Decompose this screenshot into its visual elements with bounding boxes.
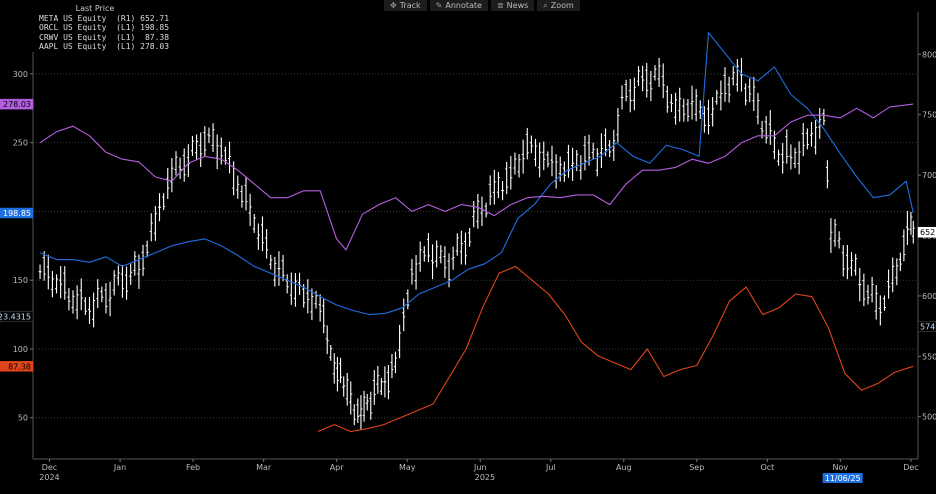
left-tick-label: 150	[13, 276, 28, 285]
price-tag-text: 278.03	[3, 100, 31, 109]
x-tick-label: Mar	[256, 463, 272, 472]
price-tags: 278.03 198.85 123.4315 87.38 652.71 574.6	[0, 98, 936, 372]
price-tag-text: 87.38	[8, 362, 31, 371]
x-tick-label: Jun	[473, 463, 487, 472]
cursor-date-box	[822, 473, 863, 483]
left-tick-label: 50	[18, 414, 28, 423]
left-tick-label: 300	[13, 70, 28, 79]
x-tick-label: Oct	[760, 463, 774, 472]
x-tick-label: Feb	[186, 463, 200, 472]
magnifier-icon: ⌕	[543, 1, 548, 10]
x-tick-label: Dec	[42, 463, 57, 472]
price-tag-box	[0, 207, 34, 219]
legend: Last Price META US Equity (R1) 652.71 OR…	[30, 4, 170, 52]
series-meta	[38, 57, 915, 430]
legend-item-meta[interactable]: META US Equity (R1) 652.71	[39, 13, 170, 23]
price-tag-box	[917, 226, 936, 238]
annotate-button[interactable]: ✎ Annotate	[429, 0, 488, 11]
cursor-date-tag: 11/06/25	[822, 473, 863, 483]
price-tag: 87.38	[0, 361, 34, 372]
x-tick-label: Aug	[616, 463, 632, 472]
price-tag-box	[0, 98, 34, 110]
price-tag-text: 198.85	[3, 209, 31, 218]
series-line	[317, 265, 914, 433]
right-tick-label: 750	[922, 111, 936, 120]
legend-item-orcl[interactable]: ORCL US Equity (L1) 198.85	[39, 23, 170, 32]
price-tag: 574.6	[917, 321, 936, 332]
price-tag: 198.85	[0, 207, 34, 219]
chart-toolbar: ✥ Track ✎ Annotate ≣ News ⌕ Zoom	[384, 0, 580, 11]
price-tag: 278.03	[0, 98, 34, 110]
price-tag-text: 652.71	[920, 228, 936, 237]
series-crwv	[317, 265, 914, 433]
x-year-label: 2025	[475, 473, 495, 482]
cursor-date-text: 11/06/25	[825, 474, 861, 483]
zoom-button[interactable]: ⌕ Zoom	[537, 0, 580, 11]
news-button[interactable]: ≣ News	[490, 0, 535, 11]
grid-lines	[33, 73, 918, 419]
right-tick-label: 500	[922, 413, 936, 422]
price-tag-box	[917, 321, 936, 332]
series-aapl	[39, 103, 914, 251]
left-tick-label: 250	[13, 139, 28, 148]
series-line	[39, 103, 914, 251]
right-tick-label: 600	[922, 292, 936, 301]
left-tick-label: 100	[13, 345, 28, 354]
x-tick-label: Nov	[833, 463, 849, 472]
right-tick-label: 800	[922, 50, 936, 59]
x-tick-label: Jul	[545, 463, 556, 472]
move-icon: ✥	[390, 1, 397, 10]
x-year-label: 2024	[39, 473, 59, 482]
legend-title: Last Price	[75, 4, 115, 13]
price-tag-box	[0, 311, 34, 322]
x-tick-label: Dec	[903, 463, 918, 472]
x-tick-label: May	[399, 463, 416, 472]
series-layer	[38, 32, 915, 433]
price-tag-text: 123.4315	[0, 313, 31, 322]
right-tick-label: 550	[922, 352, 936, 361]
axes: 50100150200250300500550600650700750800De…	[13, 12, 936, 483]
x-tick-label: Apr	[330, 463, 345, 472]
right-tick-label: 700	[922, 171, 936, 180]
x-tick-label: Sep	[689, 463, 704, 472]
price-tag-box	[0, 361, 34, 372]
news-icon: ≣	[496, 1, 504, 10]
pencil-icon: ✎	[435, 1, 443, 10]
series-line	[39, 32, 914, 316]
legend-item-aapl[interactable]: AAPL US Equity (L1) 278.03	[39, 42, 170, 51]
series-orcl	[39, 32, 914, 316]
price-tag: 652.71	[917, 226, 936, 238]
x-tick-label: Jan	[113, 463, 126, 472]
price-tag-text: 574.6	[920, 323, 936, 332]
legend-item-crwv[interactable]: CRWV US Equity (L1) 87.38	[39, 32, 170, 42]
price-tag: 123.4315	[0, 311, 34, 322]
track-button[interactable]: ✥ Track	[384, 0, 427, 11]
